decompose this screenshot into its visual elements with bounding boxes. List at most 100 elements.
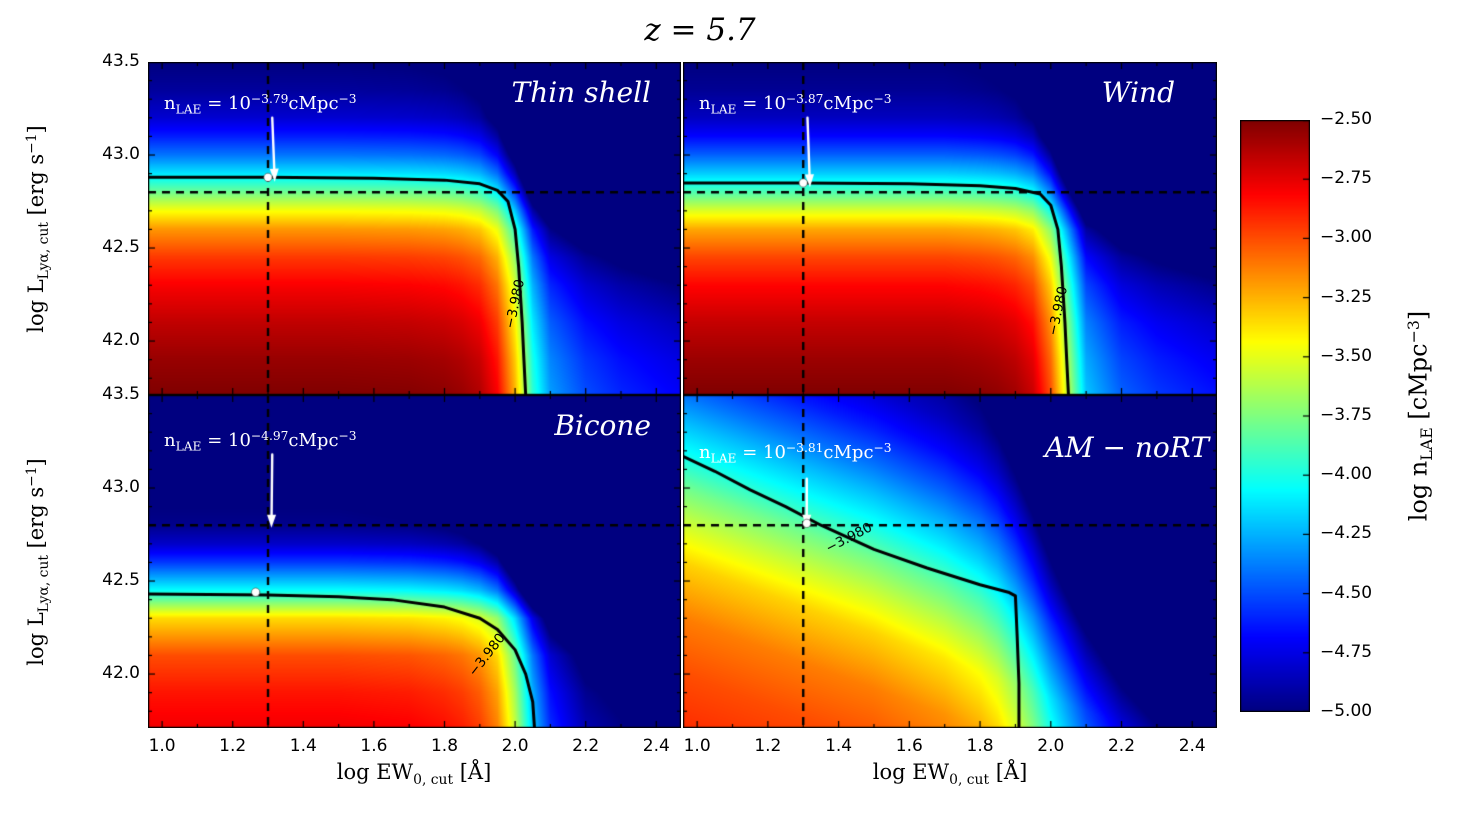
annotation-nlae: nLAE = 10−3.81cMpc−3 [699,441,892,465]
text-part: −3 [873,92,892,106]
colorbar-tick-label: −3.50 [1320,345,1373,366]
text-part: LAE [1417,427,1437,461]
colorbar-canvas [1240,120,1310,712]
y-tick-label: 42.5 [102,237,140,258]
panel-overlay-canvas [148,395,681,728]
x-tick-label: 1.0 [148,736,176,756]
text-part: −3 [338,429,357,443]
x-tick-label: 1.4 [825,736,853,756]
text-part: = 10 [736,442,786,464]
annotation-nlae: nLAE = 10−3.79cMpc−3 [164,92,357,116]
text-part: LAE [175,102,202,117]
x-tick-label: 1.6 [895,736,923,756]
panel-title: Wind [1101,76,1175,109]
text-part: log n [1404,460,1433,522]
text-part: log L [24,612,49,666]
text-part: n [164,93,176,115]
x-axis-label-left: log EW0, cut [Å] [337,760,492,788]
colorbar-tick-label: −2.50 [1320,109,1373,129]
colorbar-tick-label: −5.00 [1320,701,1373,721]
text-part: LAE [710,451,737,466]
y-axis-label-top: log LLyα, cut [erg s−1] [24,125,52,333]
text-part: log EW [872,760,950,785]
colorbar-tick-label: −3.00 [1320,227,1373,248]
x-tick-label: 1.8 [430,736,459,756]
text-part: −3.87 [785,92,824,106]
annotation-nlae: nLAE = 10−4.97cMpc−3 [164,429,357,453]
x-tick-label: 2.2 [1107,736,1136,756]
text-part: LAE [175,439,202,454]
colorbar-tick-label: −4.25 [1320,523,1373,544]
panel-wind: nLAE = 10−3.87cMpc−3 Wind −3.980 [683,62,1217,395]
text-part: n [164,430,176,452]
text-part: cMpc [288,430,339,452]
colorbar-tick-label: −4.75 [1320,641,1373,662]
y-tick-label: 42.0 [102,330,140,351]
text-part: log EW [336,760,414,785]
panel-overlay-canvas [148,62,681,395]
text-part: −1 [24,466,41,487]
colorbar-tick-label: −4.00 [1320,464,1373,485]
text-part: −3.79 [250,92,289,106]
panel-overlay-canvas [683,395,1217,728]
x-tick-label: 1.8 [966,736,994,756]
panel-overlay-canvas [683,62,1217,395]
x-tick-label: 2.4 [642,736,670,756]
colorbar [1240,120,1310,712]
text-part: [erg s [24,153,49,223]
y-tick-label: 42.5 [102,570,140,591]
panel-title: AM − noRT [1044,431,1209,464]
text-part: Lyα, cut [35,222,52,280]
x-tick-label: 2.4 [1178,736,1206,756]
text-part: −1 [24,133,41,154]
panel-bicone: nLAE = 10−4.97cMpc−3 Bicone −3.980 [148,395,681,728]
text-part: −3 [873,441,892,455]
text-part: LAE [710,102,737,117]
panel-title: Bicone [554,409,651,442]
y-tick-label: 43.0 [102,477,140,498]
text-part: ] [24,458,49,467]
x-tick-label: 2.0 [1037,736,1065,756]
panel-am-nort: nLAE = 10−3.81cMpc−3 AM − noRT −3.980 [683,395,1217,728]
x-tick-label: 1.2 [219,736,247,756]
y-tick-label: 43.5 [102,384,140,404]
text-part: [cMpc [1404,343,1433,428]
text-part: = 10 [201,430,251,452]
text-part: −3 [1403,320,1423,344]
text-part: n [699,93,711,115]
colorbar-tick-label: −3.75 [1320,405,1373,425]
x-tick-label: 2.2 [572,736,600,756]
x-tick-label: 1.0 [683,736,711,756]
annotation-nlae: nLAE = 10−3.87cMpc−3 [699,92,892,116]
figure-title: z = 5.7 [644,12,756,48]
text-part: cMpc [288,93,339,115]
x-tick-label: 1.4 [289,736,317,756]
colorbar-label: log nLAE [cMpc−3] [1404,311,1436,522]
text-part: log L [24,279,49,333]
y-tick-label: 43.0 [102,144,140,165]
panel-title: Thin shell [511,76,651,109]
x-tick-label: 2.0 [501,736,529,756]
text-part: cMpc [823,442,874,464]
colorbar-tick-label: −3.25 [1320,286,1373,307]
x-tick-label: 1.2 [754,736,782,756]
text-part: ] [1404,310,1433,321]
colorbar-tick-label: −2.75 [1320,168,1373,189]
text-part: −4.97 [250,429,289,443]
text-part: 0, cut [413,771,454,788]
text-part: Lyα, cut [35,555,52,613]
text-part: ] [24,125,49,134]
text-part: −3 [338,92,357,106]
panel-thin-shell: nLAE = 10−3.79cMpc−3 Thin shell −3.980 [148,62,681,395]
colorbar-tick-label: −4.50 [1320,582,1373,603]
text-part: [Å] [453,760,492,785]
text-part: = 10 [736,93,786,115]
text-part: −3.81 [785,441,824,455]
y-tick-label: 43.5 [102,51,140,71]
y-tick-label: 42.0 [102,663,140,684]
x-axis-label-right: log EW0, cut [Å] [873,760,1028,788]
text-part: [Å] [989,760,1028,785]
x-tick-label: 1.6 [360,736,388,756]
text-part: 0, cut [949,771,990,788]
